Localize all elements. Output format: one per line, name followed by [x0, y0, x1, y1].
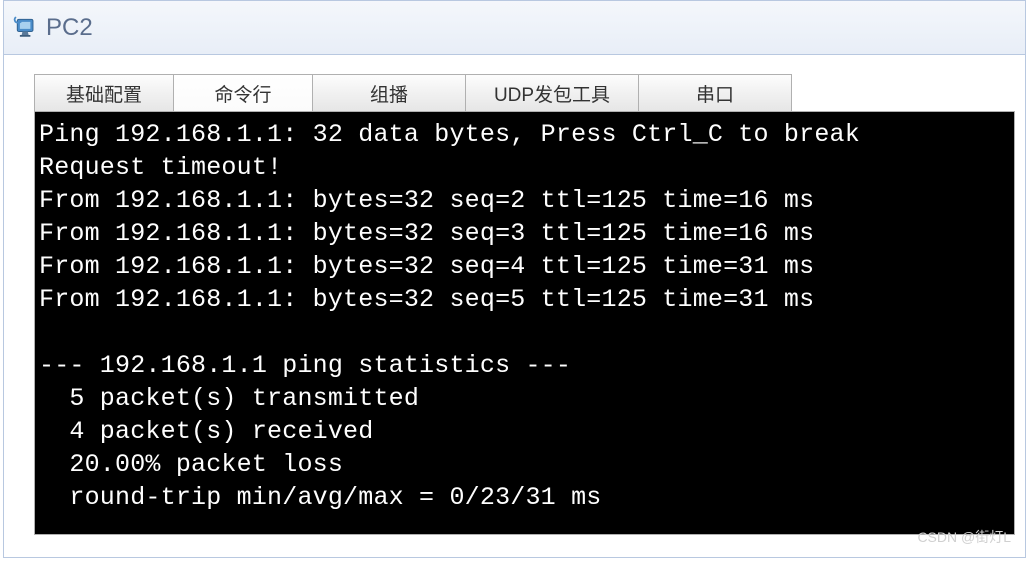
tab-udp-tool[interactable]: UDP发包工具 [465, 74, 639, 112]
tab-command-line[interactable]: 命令行 [173, 74, 313, 112]
tab-multicast[interactable]: 组播 [312, 74, 466, 112]
window-title: PC2 [46, 14, 93, 42]
tab-label: 命令行 [214, 80, 271, 107]
tab-serial[interactable]: 串口 [638, 74, 792, 112]
tabs: 基础配置 命令行 组播 UDP发包工具 串口 [34, 74, 1015, 112]
title-bar: PC2 [4, 1, 1025, 55]
tab-label: 组播 [370, 80, 408, 107]
tab-label: 基础配置 [66, 80, 142, 107]
terminal-output[interactable]: Ping 192.168.1.1: 32 data bytes, Press C… [34, 111, 1015, 535]
content-area: 基础配置 命令行 组播 UDP发包工具 串口 Ping 192.168.1.1:… [4, 56, 1025, 557]
tab-basic-config[interactable]: 基础配置 [34, 74, 174, 112]
tab-label: UDP发包工具 [494, 80, 610, 107]
tab-label: 串口 [696, 80, 734, 107]
pc-icon [12, 14, 40, 42]
